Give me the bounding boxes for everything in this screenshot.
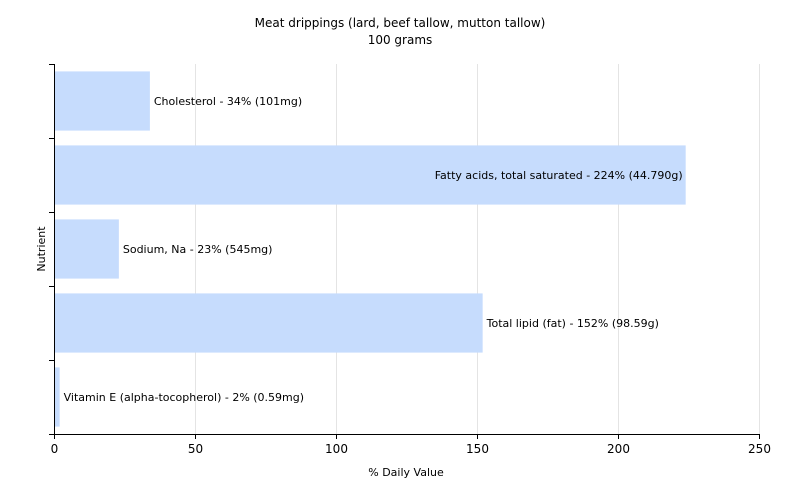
chart-subtitle: 100 grams: [368, 33, 433, 47]
bar-label-2: Sodium, Na - 23% (545mg): [123, 243, 273, 256]
grid-lines: [195, 64, 760, 434]
bar-label-4: Vitamin E (alpha-tocopherol) - 2% (0.59m…: [64, 391, 304, 404]
x-axis-label: % Daily Value: [368, 466, 444, 479]
x-tick-label-2: 100: [325, 442, 348, 456]
bar-label-0: Cholesterol - 34% (101mg): [154, 95, 302, 108]
bar-3: [54, 293, 483, 353]
bar-1: [54, 145, 686, 205]
x-tick-label-5: 250: [748, 442, 771, 456]
y-axis-label: Nutrient: [35, 226, 48, 272]
x-tick-label-0: 0: [51, 442, 59, 456]
bar-label-3: Total lipid (fat) - 152% (98.59g): [486, 317, 659, 330]
axes: 0 50 100 150 200 250: [49, 64, 771, 456]
x-tick-label-3: 150: [466, 442, 489, 456]
chart-title: Meat drippings (lard, beef tallow, mutto…: [255, 16, 546, 30]
bar-label-1: Fatty acids, total saturated - 224% (44.…: [435, 169, 683, 182]
bars: Cholesterol - 34% (101mg) Fatty acids, to…: [54, 71, 686, 427]
x-tick-label-4: 200: [607, 442, 630, 456]
x-tick-label-1: 50: [188, 442, 203, 456]
bar-4: [54, 367, 60, 427]
bar-2: [54, 219, 119, 279]
bar-0: [54, 71, 150, 131]
